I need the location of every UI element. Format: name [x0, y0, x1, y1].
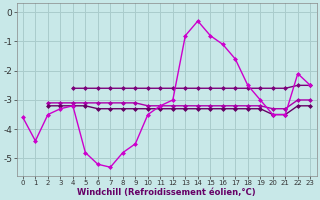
X-axis label: Windchill (Refroidissement éolien,°C): Windchill (Refroidissement éolien,°C): [77, 188, 256, 197]
